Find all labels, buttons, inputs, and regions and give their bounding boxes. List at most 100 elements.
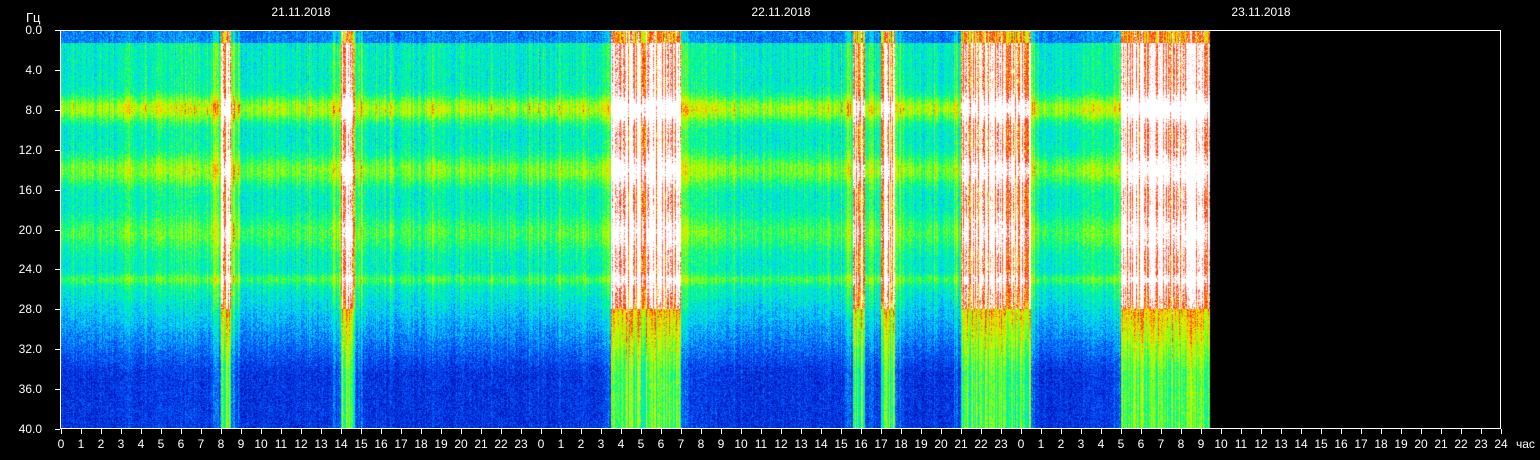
x-tick bbox=[181, 429, 182, 434]
x-tick-label: 23 bbox=[514, 437, 528, 451]
x-tick bbox=[401, 429, 402, 434]
x-tick-label: 14 bbox=[334, 437, 348, 451]
x-tick bbox=[841, 429, 842, 434]
date-label: 21.11.2018 bbox=[271, 5, 331, 19]
x-tick bbox=[1361, 429, 1362, 434]
x-tick bbox=[1241, 429, 1242, 434]
date-label: 23.11.2018 bbox=[1231, 5, 1291, 19]
x-tick bbox=[521, 429, 522, 434]
x-tick bbox=[581, 429, 582, 434]
x-tick bbox=[1281, 429, 1282, 434]
y-tick bbox=[55, 110, 60, 111]
x-tick-label: 7 bbox=[1157, 437, 1165, 451]
x-tick-label: 20 bbox=[934, 437, 948, 451]
y-tick-label: 20.0 bbox=[18, 223, 42, 237]
x-tick-label: 6 bbox=[657, 437, 665, 451]
y-tick bbox=[55, 389, 60, 390]
x-tick-label: 19 bbox=[434, 437, 448, 451]
x-tick-label: 18 bbox=[414, 437, 428, 451]
x-tick bbox=[341, 429, 342, 434]
x-tick-label: 17 bbox=[394, 437, 408, 451]
x-tick-label: 18 bbox=[894, 437, 908, 451]
x-tick-label: 3 bbox=[597, 437, 605, 451]
x-tick-label: 0 bbox=[537, 437, 545, 451]
x-tick bbox=[861, 429, 862, 434]
x-tick bbox=[1201, 429, 1202, 434]
x-axis-unit: час bbox=[1516, 437, 1535, 451]
x-tick bbox=[601, 429, 602, 434]
x-tick bbox=[1001, 429, 1002, 434]
x-tick bbox=[441, 429, 442, 434]
x-tick-label: 6 bbox=[177, 437, 185, 451]
y-tick bbox=[55, 190, 60, 191]
x-tick-label: 19 bbox=[1394, 437, 1408, 451]
x-tick-label: 9 bbox=[237, 437, 245, 451]
x-tick bbox=[301, 429, 302, 434]
x-tick bbox=[801, 429, 802, 434]
x-tick-label: 17 bbox=[1354, 437, 1368, 451]
y-tick bbox=[55, 349, 60, 350]
y-tick bbox=[55, 30, 60, 31]
x-tick bbox=[1121, 429, 1122, 434]
x-tick-label: 1 bbox=[77, 437, 85, 451]
x-tick bbox=[921, 429, 922, 434]
x-tick-label: 11 bbox=[1234, 437, 1248, 451]
y-tick-label: 0.0 bbox=[25, 23, 42, 37]
y-tick bbox=[55, 309, 60, 310]
x-tick-label: 21 bbox=[954, 437, 968, 451]
x-tick-label: 16 bbox=[854, 437, 868, 451]
x-tick bbox=[961, 429, 962, 434]
x-tick bbox=[1181, 429, 1182, 434]
x-tick-label: 14 bbox=[1294, 437, 1308, 451]
x-tick-label: 17 bbox=[874, 437, 888, 451]
x-tick-label: 11 bbox=[274, 437, 288, 451]
spectrogram-heatmap bbox=[61, 31, 1500, 428]
x-tick bbox=[1401, 429, 1402, 434]
x-tick-label: 11 bbox=[754, 437, 768, 451]
y-tick bbox=[55, 230, 60, 231]
x-tick-label: 22 bbox=[974, 437, 988, 451]
x-tick bbox=[681, 429, 682, 434]
x-tick bbox=[1041, 429, 1042, 434]
x-tick-label: 16 bbox=[374, 437, 388, 451]
x-tick bbox=[161, 429, 162, 434]
y-tick-label: 4.0 bbox=[25, 63, 42, 77]
x-tick-label: 8 bbox=[1177, 437, 1185, 451]
y-tick-label: 12.0 bbox=[18, 143, 42, 157]
x-tick-label: 8 bbox=[697, 437, 705, 451]
x-tick bbox=[821, 429, 822, 434]
date-label: 22.11.2018 bbox=[751, 5, 811, 19]
x-tick bbox=[421, 429, 422, 434]
x-tick-label: 0 bbox=[1017, 437, 1025, 451]
x-tick-label: 13 bbox=[794, 437, 808, 451]
x-tick-label: 21 bbox=[474, 437, 488, 451]
x-tick bbox=[81, 429, 82, 434]
x-tick bbox=[561, 429, 562, 434]
x-tick bbox=[761, 429, 762, 434]
x-tick-label: 13 bbox=[314, 437, 328, 451]
x-tick-label: 8 bbox=[217, 437, 225, 451]
x-tick bbox=[901, 429, 902, 434]
x-tick-label: 14 bbox=[814, 437, 828, 451]
x-tick-label: 5 bbox=[1117, 437, 1125, 451]
y-tick-label: 28.0 bbox=[18, 302, 42, 316]
y-tick-label: 24.0 bbox=[18, 262, 42, 276]
x-tick-label: 3 bbox=[117, 437, 125, 451]
y-tick-label: 32.0 bbox=[18, 342, 42, 356]
x-tick bbox=[881, 429, 882, 434]
x-tick bbox=[781, 429, 782, 434]
x-tick bbox=[941, 429, 942, 434]
x-tick bbox=[1261, 429, 1262, 434]
x-tick-label: 6 bbox=[1137, 437, 1145, 451]
x-tick bbox=[141, 429, 142, 434]
x-tick bbox=[481, 429, 482, 434]
x-tick-label: 24 bbox=[1494, 437, 1508, 451]
x-tick bbox=[1461, 429, 1462, 434]
x-tick-label: 16 bbox=[1334, 437, 1348, 451]
x-tick bbox=[1141, 429, 1142, 434]
x-tick-label: 20 bbox=[1414, 437, 1428, 451]
x-tick bbox=[1441, 429, 1442, 434]
y-tick-label: 40.0 bbox=[18, 422, 42, 436]
x-tick-label: 19 bbox=[914, 437, 928, 451]
x-tick-label: 3 bbox=[1077, 437, 1085, 451]
